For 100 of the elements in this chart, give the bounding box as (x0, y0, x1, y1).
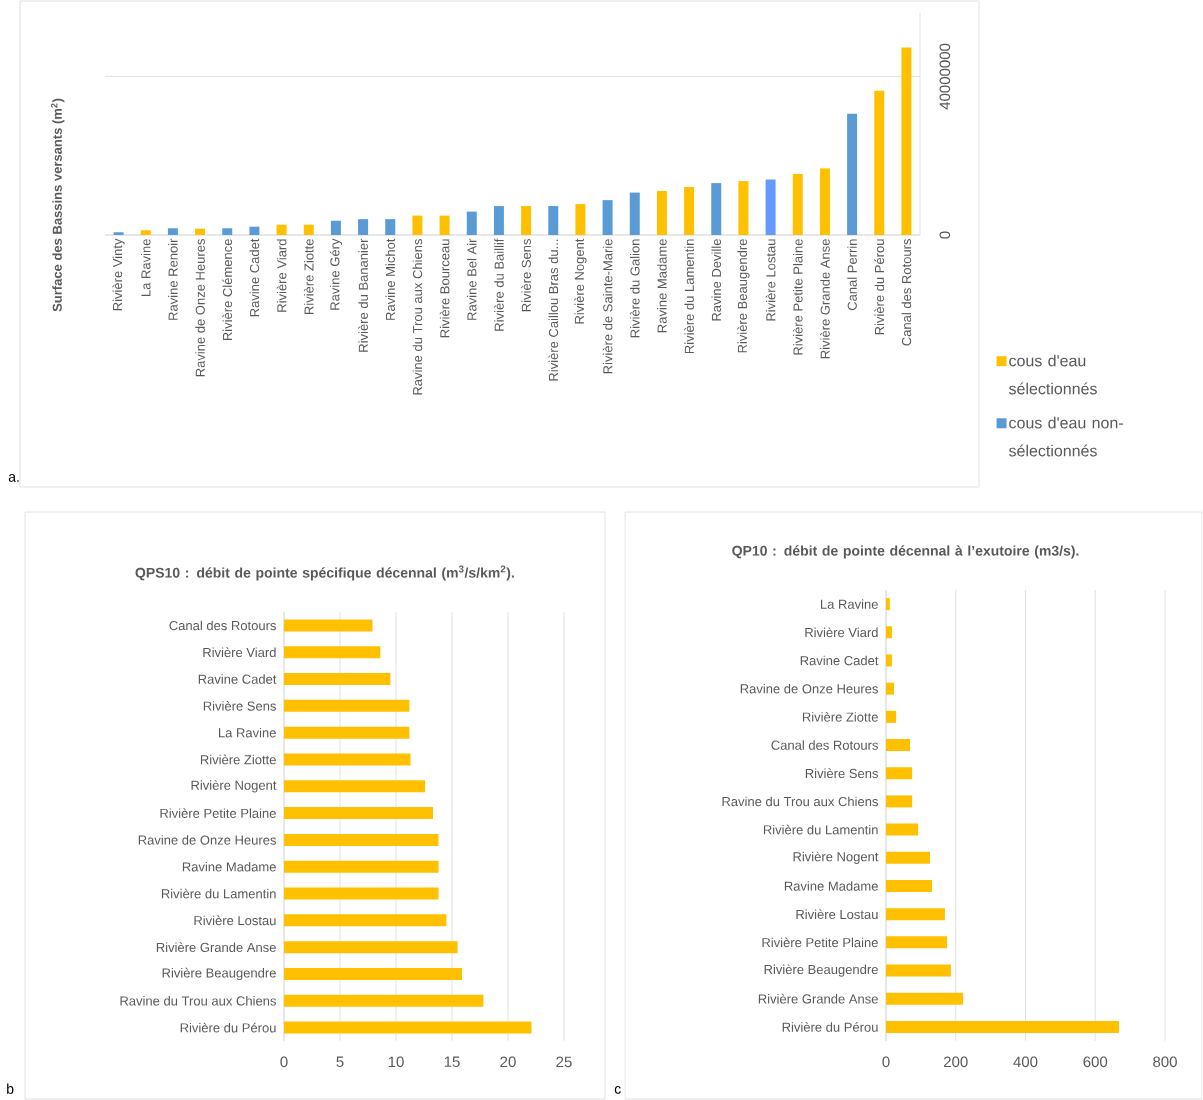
x-tick-label: Rivière Nogent (574, 238, 587, 324)
bar (284, 673, 391, 686)
x-tick-label: Ravine Madame (657, 239, 667, 333)
bar (575, 204, 586, 235)
bar (886, 823, 919, 836)
bar (284, 941, 458, 954)
bar (284, 753, 411, 766)
chart-title: QP10 : débit de pointe décennal à l’exutoire (m3/s). (732, 545, 1079, 559)
y-tick-label: Rivière Grande Anse (156, 942, 276, 952)
y-tick-label: Ravine du Trou aux Chiens (120, 996, 276, 1006)
bar (284, 860, 439, 873)
y-tick-label: Rivière Petite Plaine (762, 937, 878, 948)
y-tick-label: La Ravine (219, 727, 276, 738)
y-tick-label: Rivière du Lamentin (763, 824, 878, 835)
bar (602, 200, 613, 235)
bar (330, 220, 341, 235)
y-tick-label: 40000000 (939, 43, 951, 110)
bar (886, 682, 895, 695)
bar (167, 228, 178, 235)
y-tick-label: Rivière Sens (203, 701, 276, 711)
x-tick-label: Ravine Michot (385, 238, 396, 320)
bar (629, 192, 640, 235)
bar (886, 936, 948, 949)
x-tick-label: Ravine du Trou aux Chiens (412, 239, 423, 395)
bar (284, 646, 381, 659)
bar (548, 206, 559, 235)
y-tick-label: Rivière Petite Plaine (160, 808, 276, 818)
bar (385, 219, 396, 235)
x-tick-label: 5 (336, 1056, 344, 1067)
x-tick-label: 800 (1153, 1056, 1177, 1068)
y-tick-label: Rivière Nogent (793, 851, 879, 864)
bar (886, 1020, 1119, 1033)
x-tick-label: 600 (1083, 1056, 1108, 1068)
x-tick-label: Rivière Clémence (222, 239, 233, 341)
bar (493, 206, 504, 235)
bar (738, 181, 749, 235)
bar (901, 47, 912, 235)
bar (886, 710, 897, 723)
bar (886, 795, 913, 808)
y-tick-label: Canal des Rotours (169, 620, 276, 631)
x-tick-label: Rivière Vinty (112, 238, 125, 311)
x-tick-label: 200 (943, 1056, 968, 1068)
y-tick-label: Rivière Lostau (796, 909, 878, 919)
bar (284, 1021, 532, 1034)
x-tick-label: 400 (1013, 1056, 1038, 1068)
x-tick-label: 20 (500, 1056, 516, 1068)
y-tick-label: Rivière Beaugendre (764, 964, 878, 977)
y-tick-label: Rivière du Lamentin (161, 888, 276, 899)
bar (711, 183, 722, 235)
legend-label: cous d'eau non-sélectionnés (1008, 416, 1123, 457)
bar (886, 879, 933, 892)
bar (412, 215, 423, 235)
y-tick-label: Ravine Cadet (800, 655, 879, 666)
bar (284, 967, 463, 980)
bar (886, 739, 911, 752)
bar (276, 224, 287, 235)
text: b (7, 1083, 14, 1094)
bar (792, 173, 803, 235)
y-tick-label: Rivière Viard (805, 627, 878, 638)
bar (886, 964, 951, 977)
y-tick-label: Ravine Madame (182, 861, 276, 872)
x-tick-label: Rivière Caillou Bras du... (548, 239, 559, 381)
x-tick-label: Rivière du Bananier (358, 238, 368, 352)
y-tick-label: Rivière Lostau (194, 915, 276, 926)
y-tick-label: Ravine de Onze Heures (138, 835, 276, 845)
x-tick-label: 10 (388, 1056, 404, 1068)
bar (284, 780, 426, 793)
chart-title: QPS10 : débit de pointe spécifique décennal (m$^{3}$/s/km$^{2}$). (135, 565, 514, 581)
y-tick-label: Rivière Viard (203, 647, 276, 658)
y-tick-label: Ravine de Onze Heures (740, 683, 878, 694)
bar (113, 232, 124, 235)
y-tick-label: Canal des Rotours (771, 740, 878, 750)
bar (358, 219, 369, 235)
y-tick-label: Rivière Ziotte (200, 754, 276, 765)
bar (656, 191, 667, 235)
y-tick-label: Rivière Beaugendre (162, 967, 276, 981)
x-tick-label: Rivière Sens (521, 239, 531, 312)
bar (466, 211, 477, 235)
bar (303, 224, 314, 235)
bar (284, 833, 439, 846)
bar (886, 598, 890, 611)
x-tick-label: Rivière Bourceau (439, 239, 450, 338)
bar (284, 887, 439, 900)
y-tick-label: Rivière Nogent (191, 780, 277, 793)
x-tick-label: Rivière du Galion (629, 239, 640, 338)
x-tick-label: 15 (444, 1056, 460, 1067)
bar (140, 230, 151, 235)
bar (819, 168, 830, 235)
bar (284, 914, 447, 927)
y-tick-label: Ravine Madame (784, 881, 878, 891)
bar (765, 179, 776, 235)
bar (284, 726, 410, 739)
text: a. (8, 474, 19, 482)
bar (874, 90, 885, 235)
x-tick-label: Ravine Deville (711, 239, 722, 321)
bar (886, 654, 892, 667)
bar (521, 206, 532, 235)
bar (886, 767, 913, 780)
bar (886, 851, 930, 864)
text: c (614, 1086, 621, 1094)
